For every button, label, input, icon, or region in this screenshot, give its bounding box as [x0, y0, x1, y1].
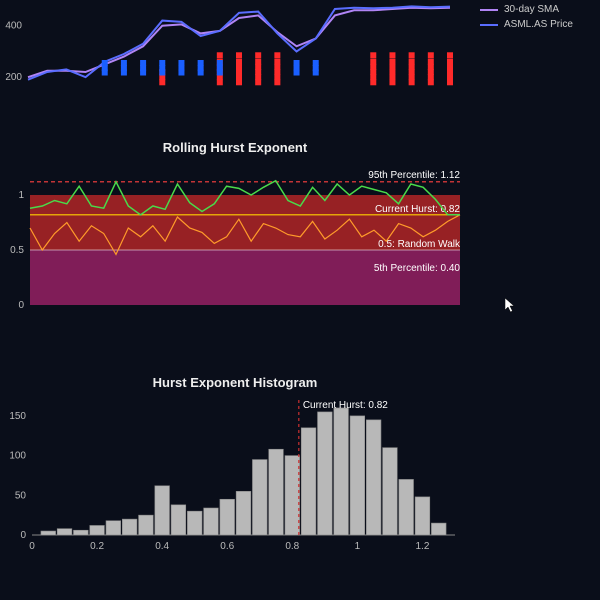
legend-item-sma: 30-day SMA: [480, 4, 573, 15]
svg-text:0.5: Random Walk: 0.5: Random Walk: [378, 239, 461, 250]
rolling-hurst-panel: Rolling Hurst Exponent 0 0.5 1 95th Percent…: [0, 140, 470, 320]
svg-text:Current Hurst: 0.82: Current Hurst: 0.82: [375, 204, 460, 215]
svg-text:0: 0: [29, 541, 35, 552]
svg-text:5th Percentile: 0.40: 5th Percentile: 0.40: [374, 263, 461, 274]
price-chart-panel: 200 400: [0, 0, 460, 100]
histogram-panel: Hurst Exponent Histogram 0 50 100 150 0 0.2 0.…: [0, 375, 470, 565]
legend-swatch-price: [480, 24, 498, 26]
legend-swatch-sma: [480, 9, 498, 11]
svg-text:100: 100: [9, 451, 26, 462]
svg-text:50: 50: [15, 490, 27, 501]
price-chart-svg: 200 400: [0, 0, 460, 100]
price-chart-legend: 30-day SMA ASML.AS Price: [480, 4, 573, 34]
svg-text:200: 200: [5, 72, 22, 83]
histogram-title: Hurst Exponent Histogram: [0, 375, 470, 390]
svg-text:150: 150: [9, 411, 26, 422]
svg-text:0.6: 0.6: [220, 541, 234, 552]
legend-item-price: ASML.AS Price: [480, 19, 573, 30]
histogram-svg: 0 50 100 150 0 0.2 0.4 0.6 0.8 1 1.2 Current Hurst:…: [0, 390, 470, 560]
rolling-hurst-title: Rolling Hurst Exponent: [0, 140, 470, 155]
svg-text:Current Hurst: 0.82: Current Hurst: 0.82: [303, 400, 388, 411]
svg-text:0.2: 0.2: [90, 541, 104, 552]
svg-text:400: 400: [5, 21, 22, 32]
legend-label-price: ASML.AS Price: [504, 19, 573, 30]
svg-text:95th Percentile: 1.12: 95th Percentile: 1.12: [368, 170, 460, 181]
svg-text:1: 1: [18, 190, 24, 201]
svg-text:0: 0: [20, 530, 26, 541]
svg-text:0.4: 0.4: [155, 541, 169, 552]
rolling-hurst-svg: 0 0.5 1 95th Percentile: 1.12 Current Hurst:…: [0, 155, 470, 315]
svg-text:0: 0: [18, 300, 24, 311]
svg-text:0.5: 0.5: [10, 245, 24, 256]
legend-label-sma: 30-day SMA: [504, 4, 559, 15]
svg-text:0.8: 0.8: [285, 541, 299, 552]
mouse-cursor: [505, 298, 515, 312]
svg-text:1: 1: [355, 541, 361, 552]
svg-text:1.2: 1.2: [416, 541, 430, 552]
